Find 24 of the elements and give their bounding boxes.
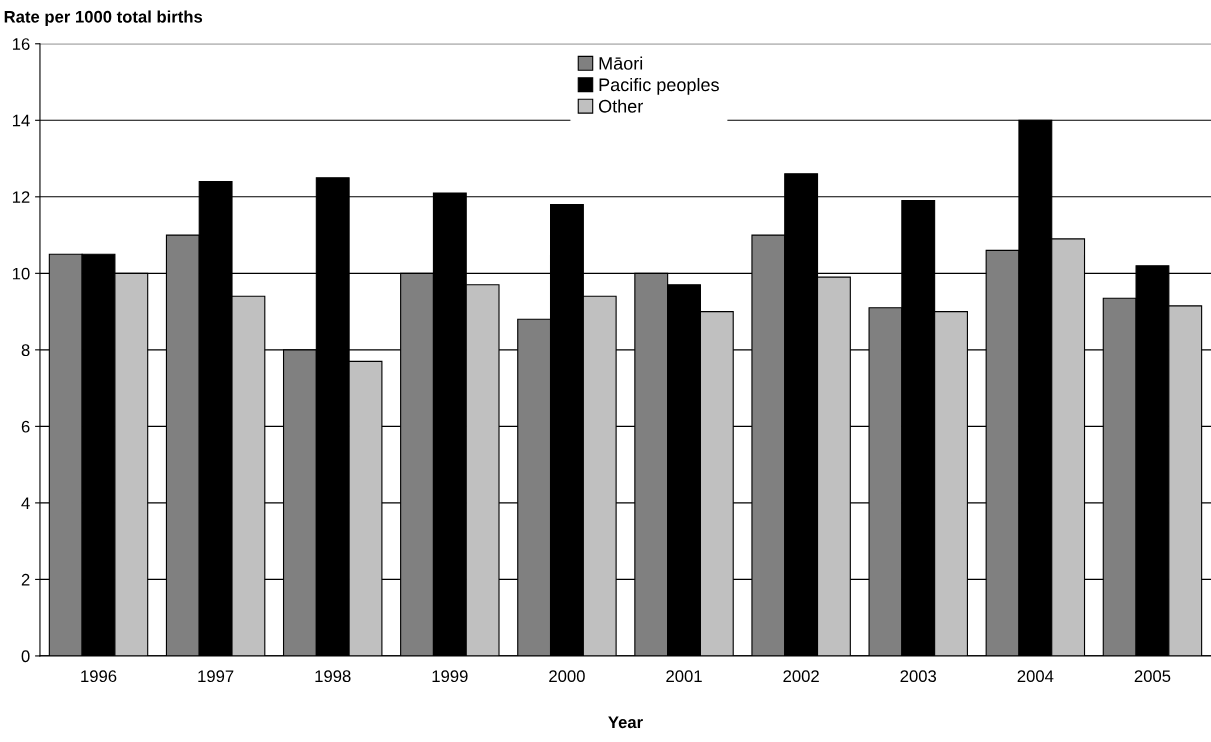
y-tick-label: 4 — [21, 497, 30, 509]
y-tick-label: 10 — [12, 267, 30, 280]
x-tick-label: 1996 — [81, 670, 117, 683]
y-tick-label: 6 — [21, 420, 30, 433]
x-tick-label: 2001 — [666, 670, 702, 683]
legend-label: Pacific peoples — [599, 77, 719, 95]
x-tick-label: 1997 — [198, 670, 234, 683]
y-tick-label: 2 — [21, 573, 30, 586]
legend-label: Other — [598, 99, 643, 113]
x-axis-title: Year — [608, 716, 643, 729]
y-tick-label: 8 — [21, 344, 30, 357]
x-tick-label: 1998 — [315, 670, 351, 683]
x-tick-label: 2000 — [549, 670, 585, 683]
x-tick-label: 2002 — [783, 670, 819, 683]
x-tick-label: 2004 — [1017, 670, 1054, 683]
y-tick-label: 14 — [12, 114, 30, 127]
legend-label: Māori — [599, 56, 643, 70]
y-tick-label: 0 — [21, 650, 30, 663]
x-tick-label: 2003 — [900, 670, 937, 683]
x-tick-label: 1999 — [432, 670, 468, 683]
y-tick-label: 16 — [12, 38, 30, 50]
y-tick-label: 12 — [12, 191, 30, 203]
y-axis-title: Rate per 1000 total births — [4, 10, 203, 26]
x-tick-label: 2005 — [1134, 670, 1171, 683]
